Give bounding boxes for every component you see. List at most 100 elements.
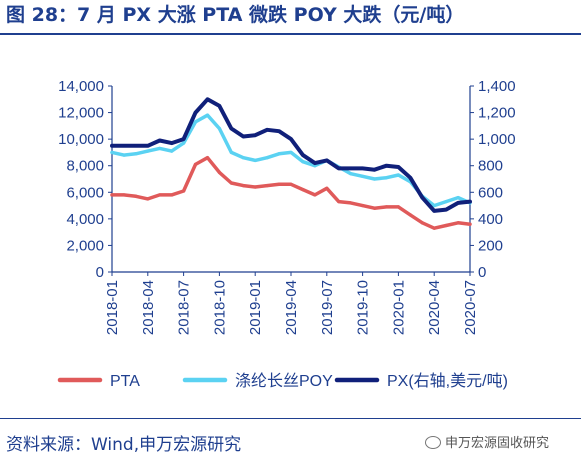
series-line-1 (110, 155, 472, 230)
series-3-point (408, 176, 412, 180)
series-1-point (420, 221, 424, 225)
series-3-point (277, 129, 281, 133)
series-3-point (468, 199, 472, 204)
left-tick-label: 10,000 (58, 131, 104, 148)
series-1-point (265, 184, 269, 188)
series-1-point (253, 185, 257, 189)
left-tick-label: 12,000 (58, 105, 104, 122)
series-2-point (122, 153, 126, 157)
series-2-point (241, 156, 245, 160)
series-3-point (110, 144, 114, 148)
series-3-point (444, 207, 448, 212)
series-3-point (456, 201, 460, 205)
watermark-text: 申万宏源固收研究 (445, 436, 550, 451)
series-2-point (456, 196, 460, 200)
series-2-point (134, 152, 138, 156)
series-3-point (170, 141, 174, 145)
x-tick-label: 2018-04 (140, 280, 157, 335)
left-tick-label: 2,000 (66, 237, 104, 254)
wechat-icon (425, 436, 441, 449)
series-2-point (444, 199, 448, 204)
chart-axes: 0 2,000 4,000 6,000 8,000 10,000 12,000 14,000 0… (58, 78, 515, 335)
series-3-point (361, 166, 365, 170)
series-3-point (122, 144, 126, 148)
series-3-point (313, 161, 317, 165)
series-3-point (301, 153, 305, 157)
x-tick-label: 2020-07 (462, 280, 479, 335)
series-2-point (289, 150, 293, 155)
series-1-point (432, 226, 436, 230)
legend-label-2: 涤纶长丝POY (235, 372, 333, 390)
series-3-point (325, 158, 329, 162)
series-1-point (158, 193, 162, 197)
series-2-point (229, 150, 233, 155)
series-1-point (277, 182, 281, 186)
series-1-point (349, 201, 353, 205)
series-2-point (205, 113, 210, 117)
right-tick-label: 600 (478, 184, 503, 201)
series-1-point (182, 189, 186, 193)
series-3-point (182, 137, 186, 141)
series-3-point (420, 196, 424, 200)
right-tick-label: 1,000 (478, 131, 516, 148)
series-3-point (253, 133, 257, 137)
x-tick-label: 2019-01 (247, 280, 264, 335)
series-2-point (372, 177, 377, 181)
series-3-point (158, 138, 162, 143)
series-3-point (349, 166, 353, 170)
series-1-point (170, 193, 174, 197)
left-tick-label: 0 (96, 264, 104, 281)
series-3-point (205, 97, 210, 101)
series-1-point (205, 156, 210, 160)
series-3-point (372, 168, 377, 172)
x-tick-label: 2018-10 (211, 280, 228, 335)
x-tick-label: 2019-10 (355, 280, 372, 335)
left-tick-label: 4,000 (66, 211, 104, 228)
x-tick-label: 2018-07 (176, 280, 193, 335)
right-tick-label: 1,400 (478, 78, 516, 95)
series-3-point (337, 166, 341, 170)
legend-label-1: PTA (110, 373, 140, 390)
series-2-point (170, 149, 174, 153)
series-2-point (384, 176, 389, 180)
left-tick-label: 8,000 (66, 158, 104, 175)
right-tick-label: 200 (478, 237, 503, 254)
chart-lines (110, 97, 472, 230)
left-tick-label: 14,000 (58, 78, 104, 95)
x-tick-label: 2019-07 (319, 280, 336, 335)
right-tick-label: 1,200 (478, 105, 516, 122)
series-1-point (396, 205, 400, 209)
series-1-point (241, 184, 245, 188)
series-2-point (146, 149, 150, 153)
series-1-point (217, 170, 221, 174)
x-tick-label: 2019-04 (283, 280, 300, 335)
series-2-point (361, 174, 365, 178)
legend-label-3: PX(右轴,美元/吨) (387, 372, 508, 390)
footer-rule (0, 418, 581, 419)
series-2-point (158, 146, 162, 151)
series-1-point (372, 206, 377, 210)
x-tick-label: 2020-04 (426, 280, 443, 335)
series-line-2 (110, 113, 472, 208)
series-1-point (361, 203, 365, 208)
series-3-point (396, 165, 400, 169)
chart-legend: PTA 涤纶长丝POY PX(右轴,美元/吨) (57, 372, 508, 390)
series-3-point (265, 128, 269, 132)
figure-title: 图 28：7 月 PX 大涨 PTA 微跌 POY 大跌（元/吨） (6, 4, 465, 26)
series-1-point (313, 193, 317, 197)
series-2-point (217, 126, 221, 131)
series-1-point (122, 193, 126, 197)
series-2-point (301, 160, 305, 164)
series-3-point (432, 209, 436, 213)
series-1-point (325, 186, 329, 190)
series-1-point (408, 213, 412, 217)
series-1-point (110, 193, 114, 197)
series-3-point (134, 144, 138, 148)
right-tick-label: 0 (478, 264, 486, 281)
series-1-point (229, 181, 233, 185)
series-3-point (241, 134, 245, 139)
series-2-point (432, 203, 436, 208)
source-note: 资料来源：Wind,申万宏源研究 (6, 435, 242, 455)
series-1-point (289, 182, 293, 186)
series-1-point (134, 194, 138, 198)
